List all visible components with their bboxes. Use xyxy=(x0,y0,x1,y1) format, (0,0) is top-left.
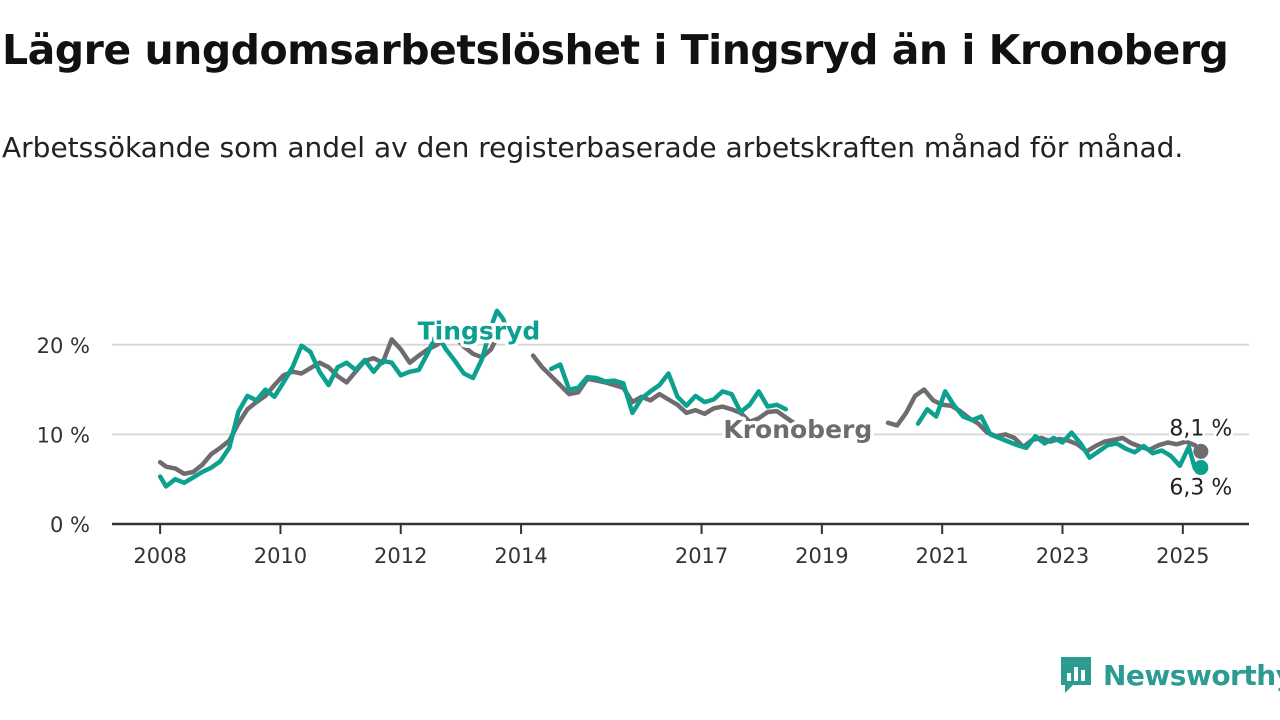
x-tick-label: 2017 xyxy=(675,544,728,568)
series-line-kronoberg xyxy=(530,353,798,426)
y-tick-label: 20 % xyxy=(37,334,90,358)
series-line-tingsryd xyxy=(548,362,789,416)
series-line-kronoberg xyxy=(157,334,500,477)
x-tick-label: 2021 xyxy=(915,544,968,568)
x-tick-label: 2012 xyxy=(374,544,427,568)
y-tick-label: 10 % xyxy=(37,423,90,447)
x-tick-label: 2014 xyxy=(494,544,547,568)
brand-logo: Newsworthy xyxy=(1059,654,1280,696)
end-point-kronoberg xyxy=(1193,443,1209,459)
end-value-label-tingsryd: 6,3 % xyxy=(1169,476,1232,501)
x-tick-label: 2019 xyxy=(795,544,848,568)
x-tick-label: 2023 xyxy=(1036,544,1089,568)
series-label-tingsryd: Tingsryd xyxy=(418,316,541,345)
line-chart: 0 % 10 % 20 % 2008 2010 2012 2014 2017 2019 2021 2… xyxy=(37,308,1249,568)
series-line-tingsryd xyxy=(915,389,1204,471)
end-point-tingsryd xyxy=(1193,460,1209,476)
x-tick-label: 2010 xyxy=(254,544,307,568)
y-tick-label: 0 % xyxy=(50,513,90,537)
series-label-kronoberg: Kronoberg xyxy=(723,415,872,444)
brand-name: Newsworthy xyxy=(1103,658,1280,692)
series-line-tingsryd xyxy=(157,308,512,489)
end-value-label-kronoberg: 8,1 % xyxy=(1169,416,1232,441)
newsworthy-logo-icon xyxy=(1061,657,1091,693)
chart-title: Lägre ungdomsarbetslöshet i Tingsryd än … xyxy=(2,26,1229,74)
x-tick-label: 2025 xyxy=(1156,544,1209,568)
chart-subtitle: Arbetssökande som andel av den registerb… xyxy=(2,131,1184,164)
x-tick-label: 2008 xyxy=(133,544,186,568)
